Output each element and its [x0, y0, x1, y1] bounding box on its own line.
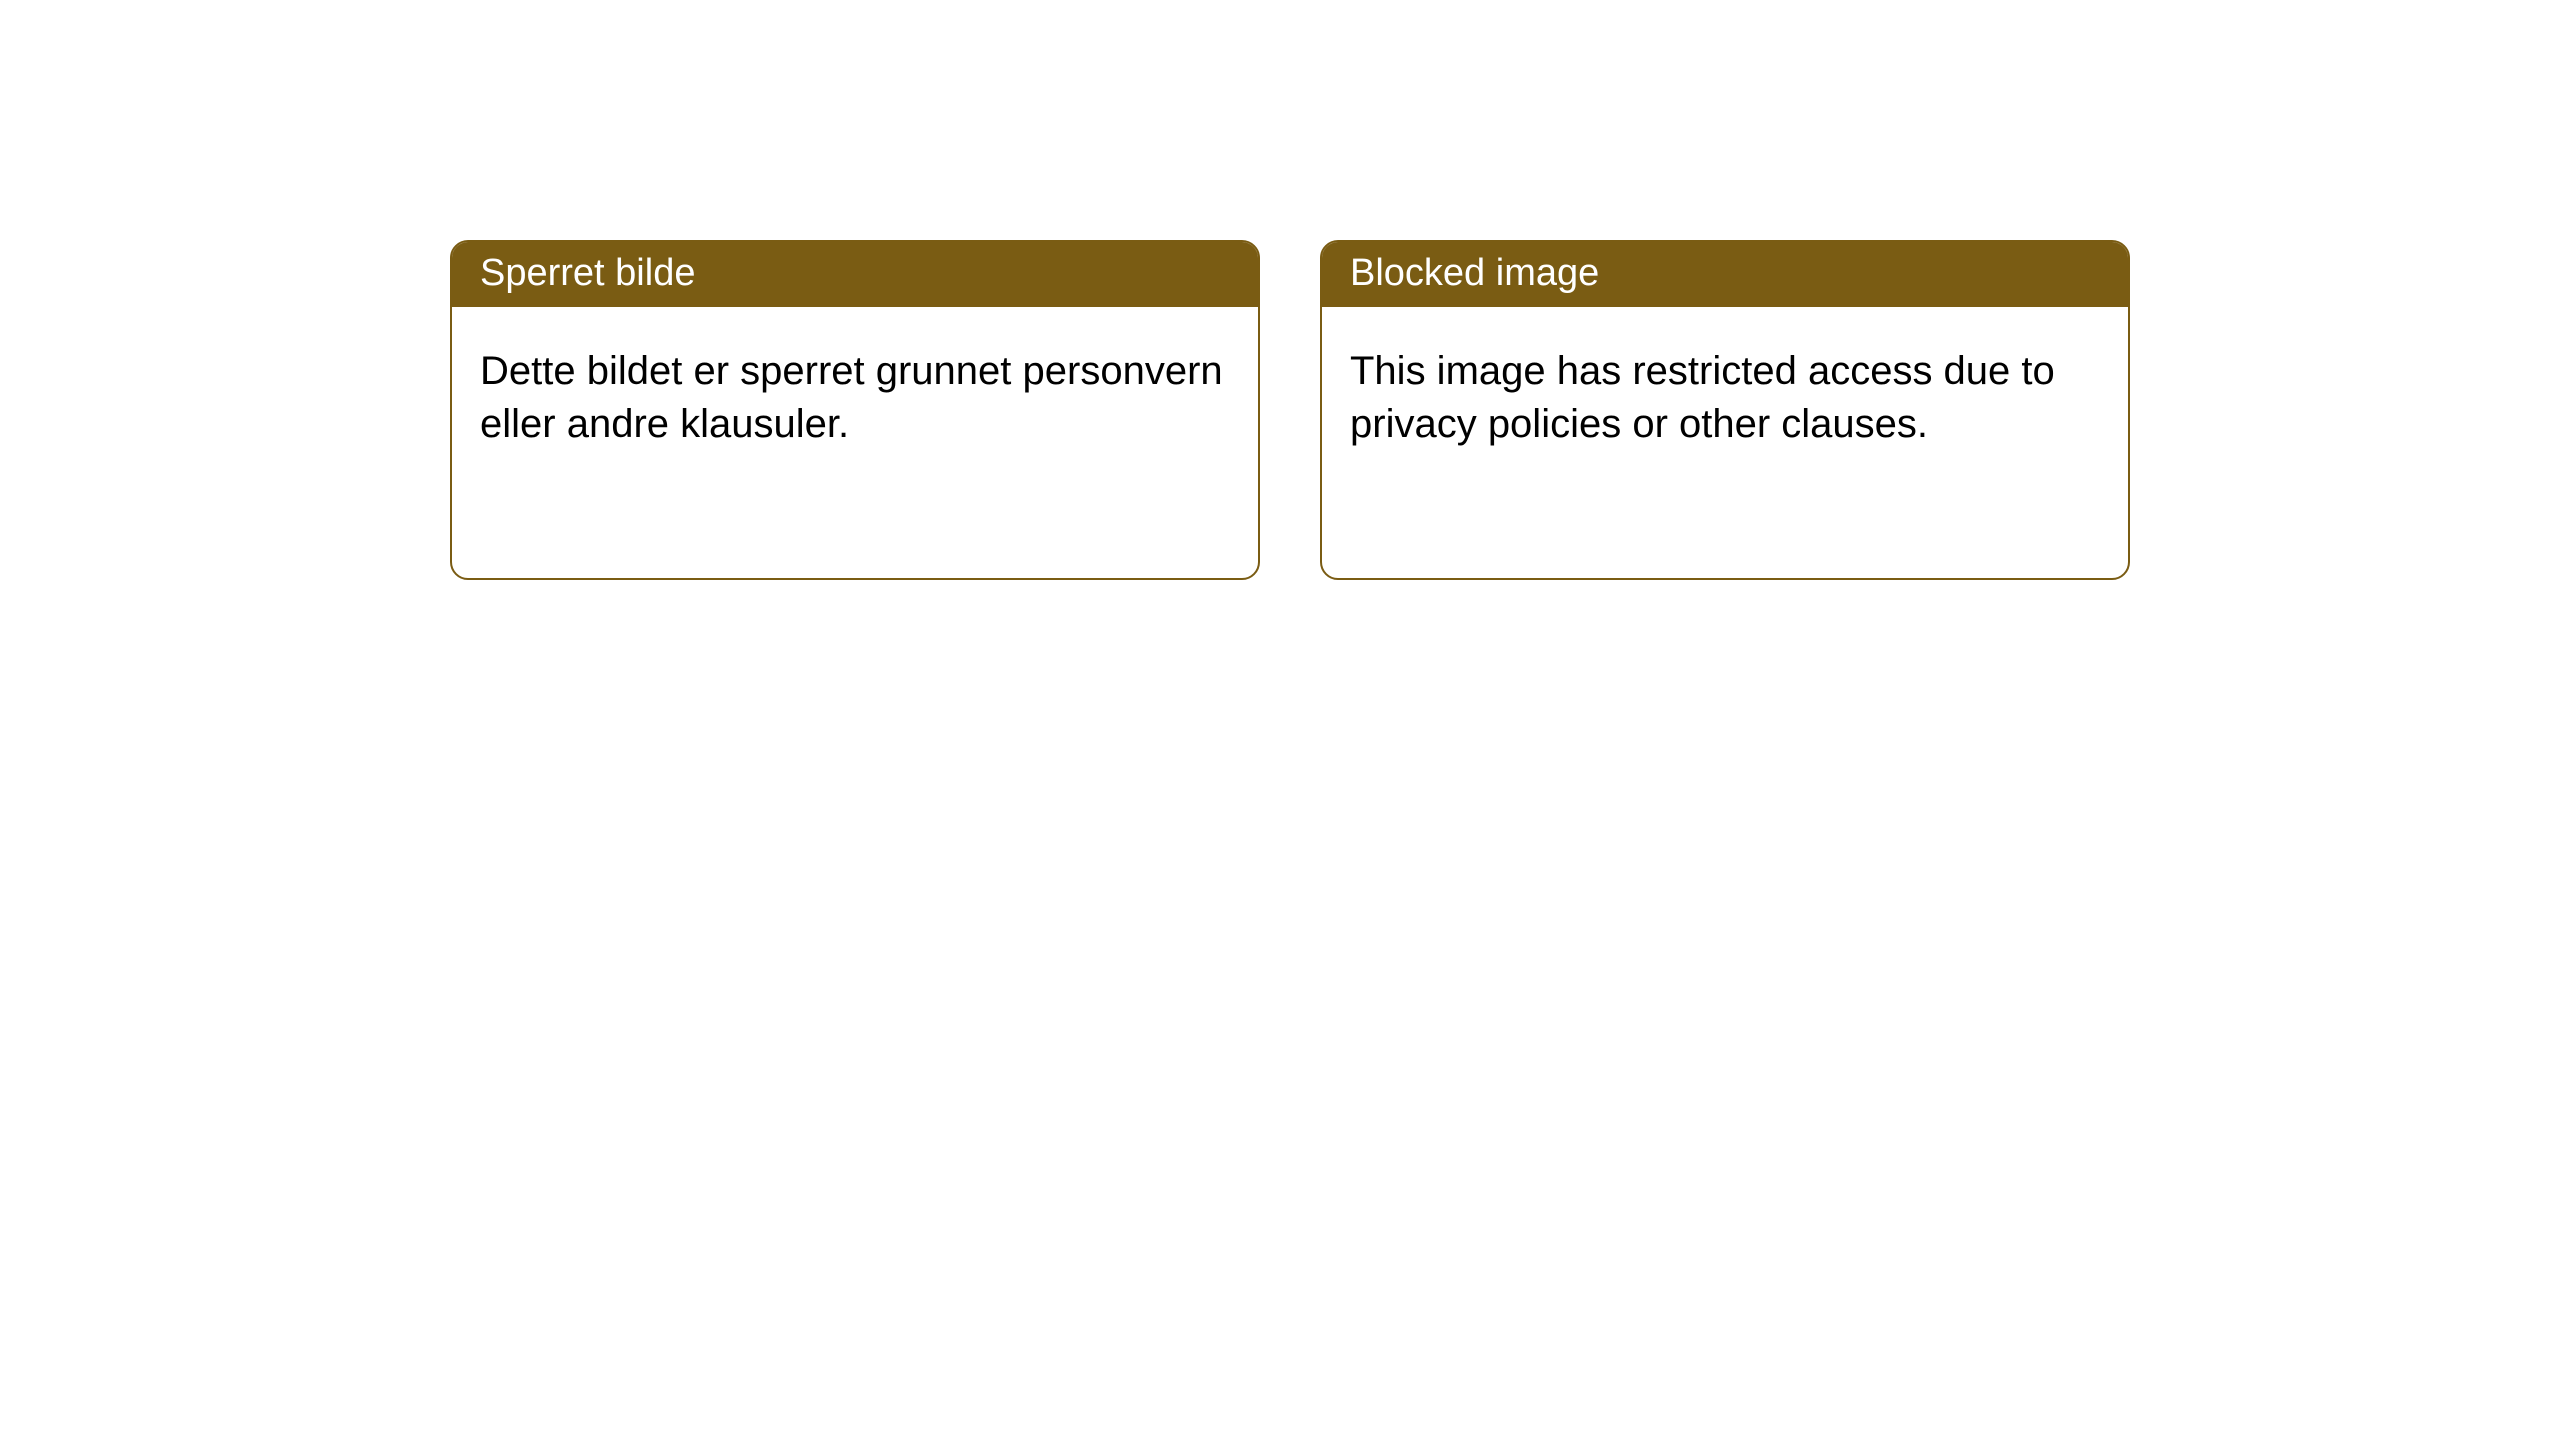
notice-title: Blocked image [1322, 242, 2128, 307]
notice-title: Sperret bilde [452, 242, 1258, 307]
notice-body: Dette bildet er sperret grunnet personve… [452, 307, 1258, 479]
notice-body: This image has restricted access due to … [1322, 307, 2128, 479]
notice-box-english: Blocked image This image has restricted … [1320, 240, 2130, 580]
notice-box-norwegian: Sperret bilde Dette bildet er sperret gr… [450, 240, 1260, 580]
notice-container: Sperret bilde Dette bildet er sperret gr… [0, 0, 2560, 580]
